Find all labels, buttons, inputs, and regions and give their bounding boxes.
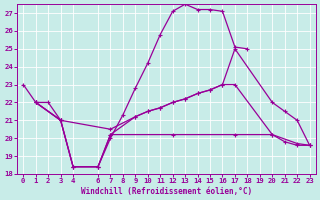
X-axis label: Windchill (Refroidissement éolien,°C): Windchill (Refroidissement éolien,°C) (81, 187, 252, 196)
